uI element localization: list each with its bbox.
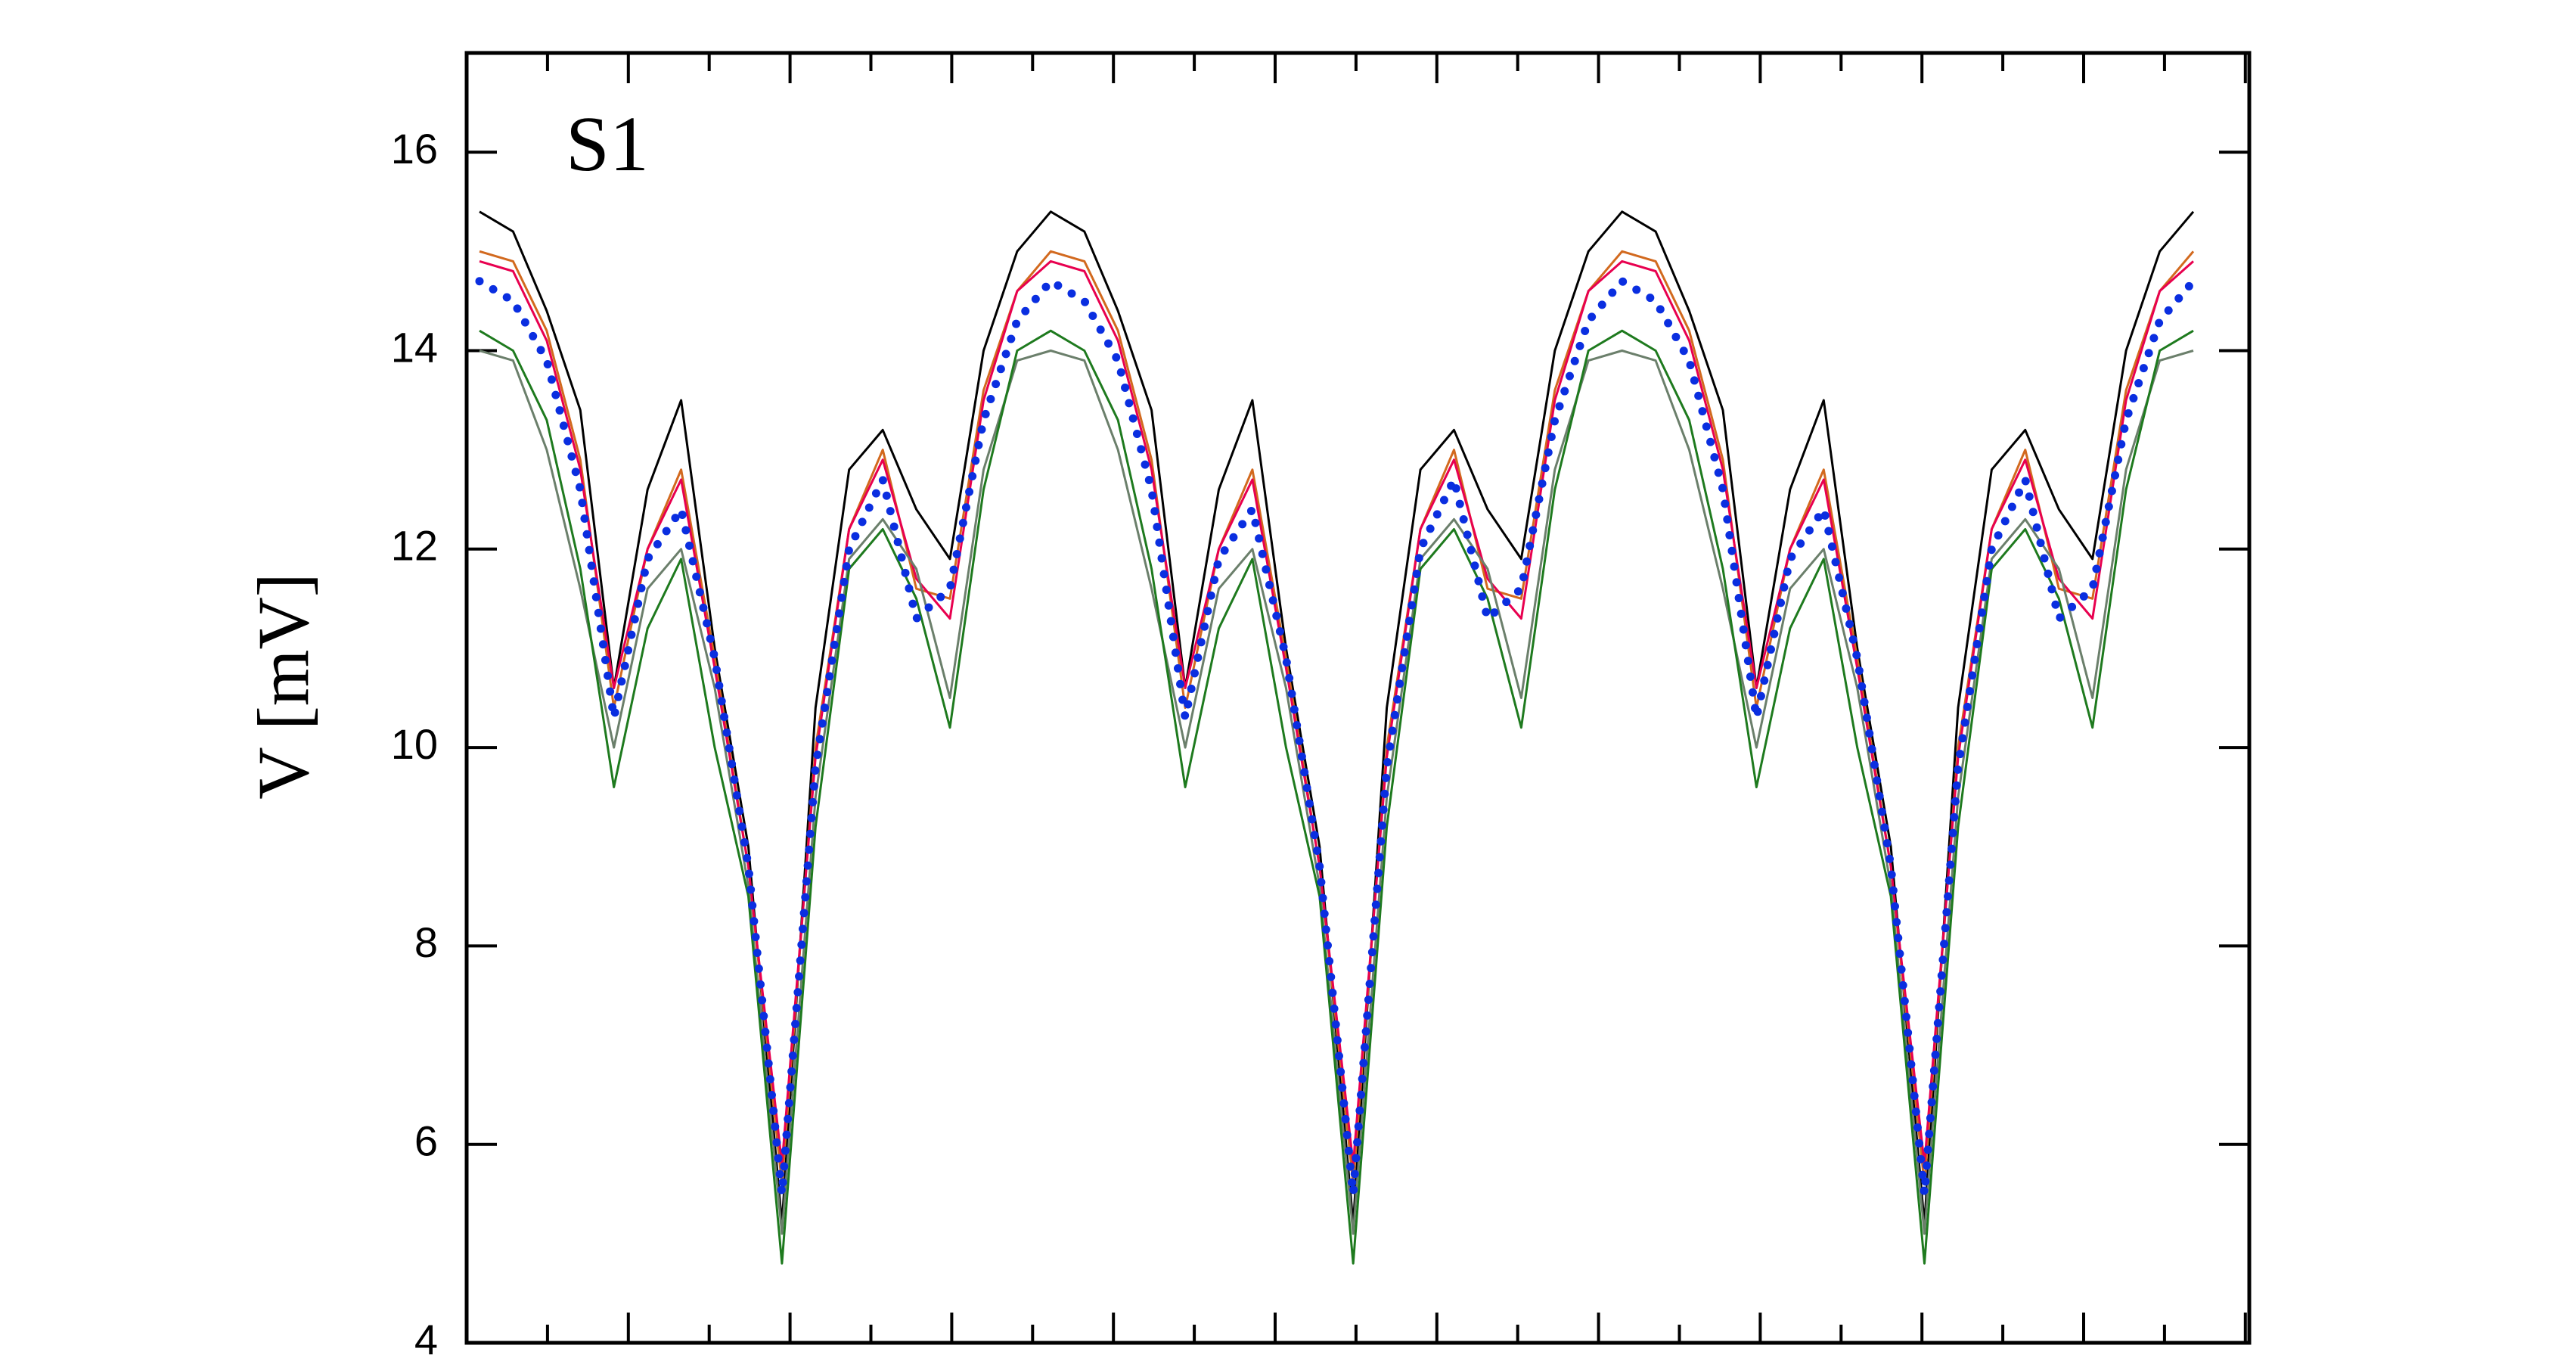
- y-tick-label: 16: [391, 125, 438, 172]
- plot-frame: [464, 51, 2252, 1345]
- y-tick-label: 4: [414, 1316, 438, 1363]
- series-line: [479, 350, 2194, 1235]
- series-line: [479, 329, 2194, 1265]
- y-tick-label: 6: [414, 1117, 438, 1164]
- y-tick-label: 10: [391, 720, 438, 768]
- y-tick-label: 14: [391, 323, 438, 371]
- chart-title: S1: [566, 101, 649, 188]
- y-axis-label: V [mV]: [243, 573, 324, 800]
- y-tick-label: 8: [414, 918, 438, 966]
- y-tick-label: 12: [391, 522, 438, 570]
- series-line: [475, 277, 2198, 1198]
